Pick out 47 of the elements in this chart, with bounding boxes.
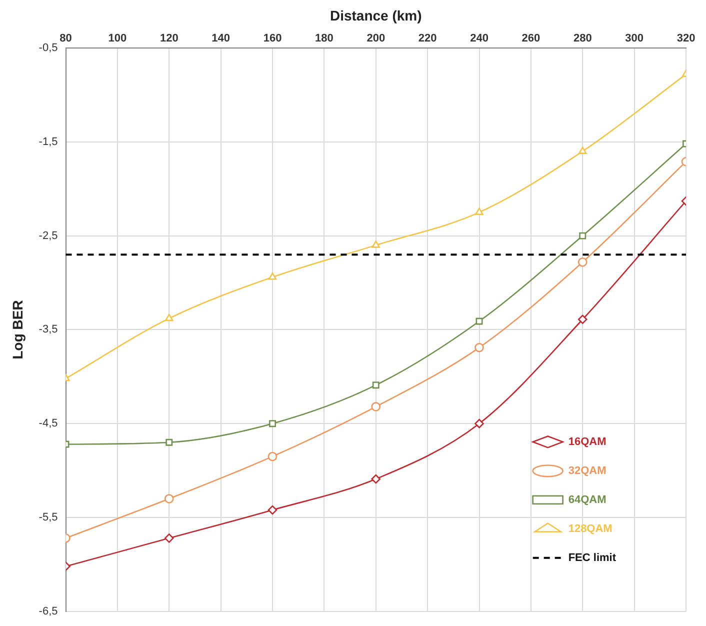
point [475,208,484,215]
legend-label: FEC limit [568,552,616,564]
legend-label: 32QAM [568,464,606,477]
y-tick-label: -3,5 [38,324,58,336]
point [269,420,276,428]
point [268,452,278,462]
x-tick-label: 80 [60,32,72,44]
x-tick-label: 200 [366,32,386,44]
point [268,505,278,515]
y-tick-label: -6,5 [38,605,58,618]
x-tick-label: 220 [418,32,437,44]
point [268,272,277,280]
point [578,257,588,267]
point [372,240,380,248]
point [164,494,174,504]
y-tick-label: -2,5 [38,230,58,242]
y-tick-label: -5,5 [38,512,58,524]
point [371,474,381,484]
x-tick-label: 160 [263,32,282,44]
point [164,534,174,543]
point [165,314,174,322]
point [579,232,586,240]
x-tick-label: 240 [470,32,488,44]
y-tick-label: -4,5 [38,418,58,430]
legend-label: 128QAM [568,522,612,535]
x-axis-title: Distance (km) [330,7,422,24]
legend-label: 16QAM [568,436,606,448]
y-tick-label: -1,5 [38,136,58,148]
legend-label: 64QAM [568,494,606,506]
x-tick-label: 180 [315,32,334,44]
point [371,402,381,412]
x-tick-label: 140 [212,32,230,44]
x-tick-label: 260 [522,32,540,44]
point [474,342,484,352]
x-tick-label: 300 [625,32,644,44]
point [372,382,380,389]
point [578,314,588,324]
x-tick-label: 120 [160,32,178,44]
point [476,318,483,325]
x-tick-label: 280 [573,32,592,44]
x-tick-label: 100 [108,32,127,44]
y-axis-title: Log BER [9,300,26,360]
point [578,146,587,154]
point [474,418,484,428]
point [166,438,173,446]
y-tick-label: -0,5 [38,42,58,54]
x-tick-label: 320 [676,32,696,44]
